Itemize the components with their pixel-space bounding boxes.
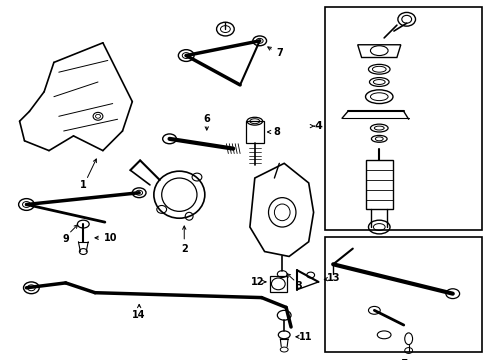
Text: 8: 8: [273, 127, 280, 137]
Text: 7: 7: [276, 48, 283, 58]
Text: 3: 3: [295, 281, 302, 291]
Text: 11: 11: [299, 332, 313, 342]
Text: 14: 14: [132, 310, 146, 320]
Text: 13: 13: [327, 273, 341, 283]
Bar: [270, 276, 287, 292]
Bar: [246, 121, 264, 143]
Text: 12: 12: [251, 277, 265, 287]
Bar: [325, 237, 482, 352]
Text: 1: 1: [80, 180, 87, 190]
Text: 5: 5: [400, 359, 408, 360]
Text: 4: 4: [315, 121, 322, 131]
Text: 2: 2: [181, 244, 188, 253]
Text: 10: 10: [104, 233, 118, 243]
Bar: [366, 161, 393, 210]
Bar: [325, 6, 482, 230]
Text: 6: 6: [203, 114, 210, 124]
Text: 9: 9: [62, 234, 69, 244]
